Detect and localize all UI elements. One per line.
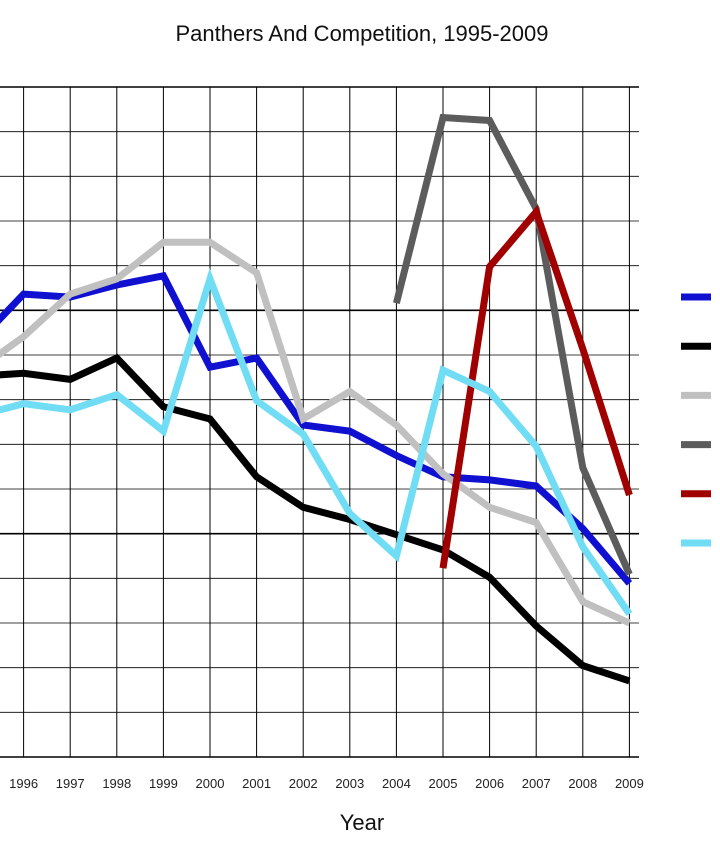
series-line bbox=[0, 353, 631, 685]
x-tick-label: 1999 bbox=[149, 776, 178, 791]
series-lines bbox=[0, 113, 633, 685]
x-tick-labels: 1996 1997 1998 1999 2000 2001 2002 2003 2004 2005… bbox=[9, 776, 644, 791]
chart-title: Panthers And Competition, 1995-2009 bbox=[175, 21, 548, 46]
series-line bbox=[0, 271, 633, 586]
series-line bbox=[393, 113, 633, 576]
x-tick-label: 2005 bbox=[429, 776, 458, 791]
x-tick-label: 2009 bbox=[615, 776, 644, 791]
x-tick-label: 2004 bbox=[382, 776, 411, 791]
x-tick-label: 1997 bbox=[56, 776, 85, 791]
x-tick-label: 2002 bbox=[289, 776, 318, 791]
x-tick-label: 2000 bbox=[196, 776, 225, 791]
legend bbox=[681, 293, 711, 547]
series-line bbox=[439, 204, 633, 569]
series-line bbox=[0, 238, 631, 627]
x-tick-label: 2003 bbox=[335, 776, 364, 791]
x-tick-label: 1998 bbox=[102, 776, 131, 791]
x-tick-label: 2008 bbox=[568, 776, 597, 791]
x-tick-label: 1996 bbox=[9, 776, 38, 791]
x-tick-label: 2001 bbox=[242, 776, 271, 791]
x-axis-title: Year bbox=[340, 810, 384, 835]
x-tick-label: 2007 bbox=[522, 776, 551, 791]
series-line bbox=[0, 268, 633, 616]
x-tick-label: 2006 bbox=[475, 776, 504, 791]
grid bbox=[0, 86, 639, 758]
